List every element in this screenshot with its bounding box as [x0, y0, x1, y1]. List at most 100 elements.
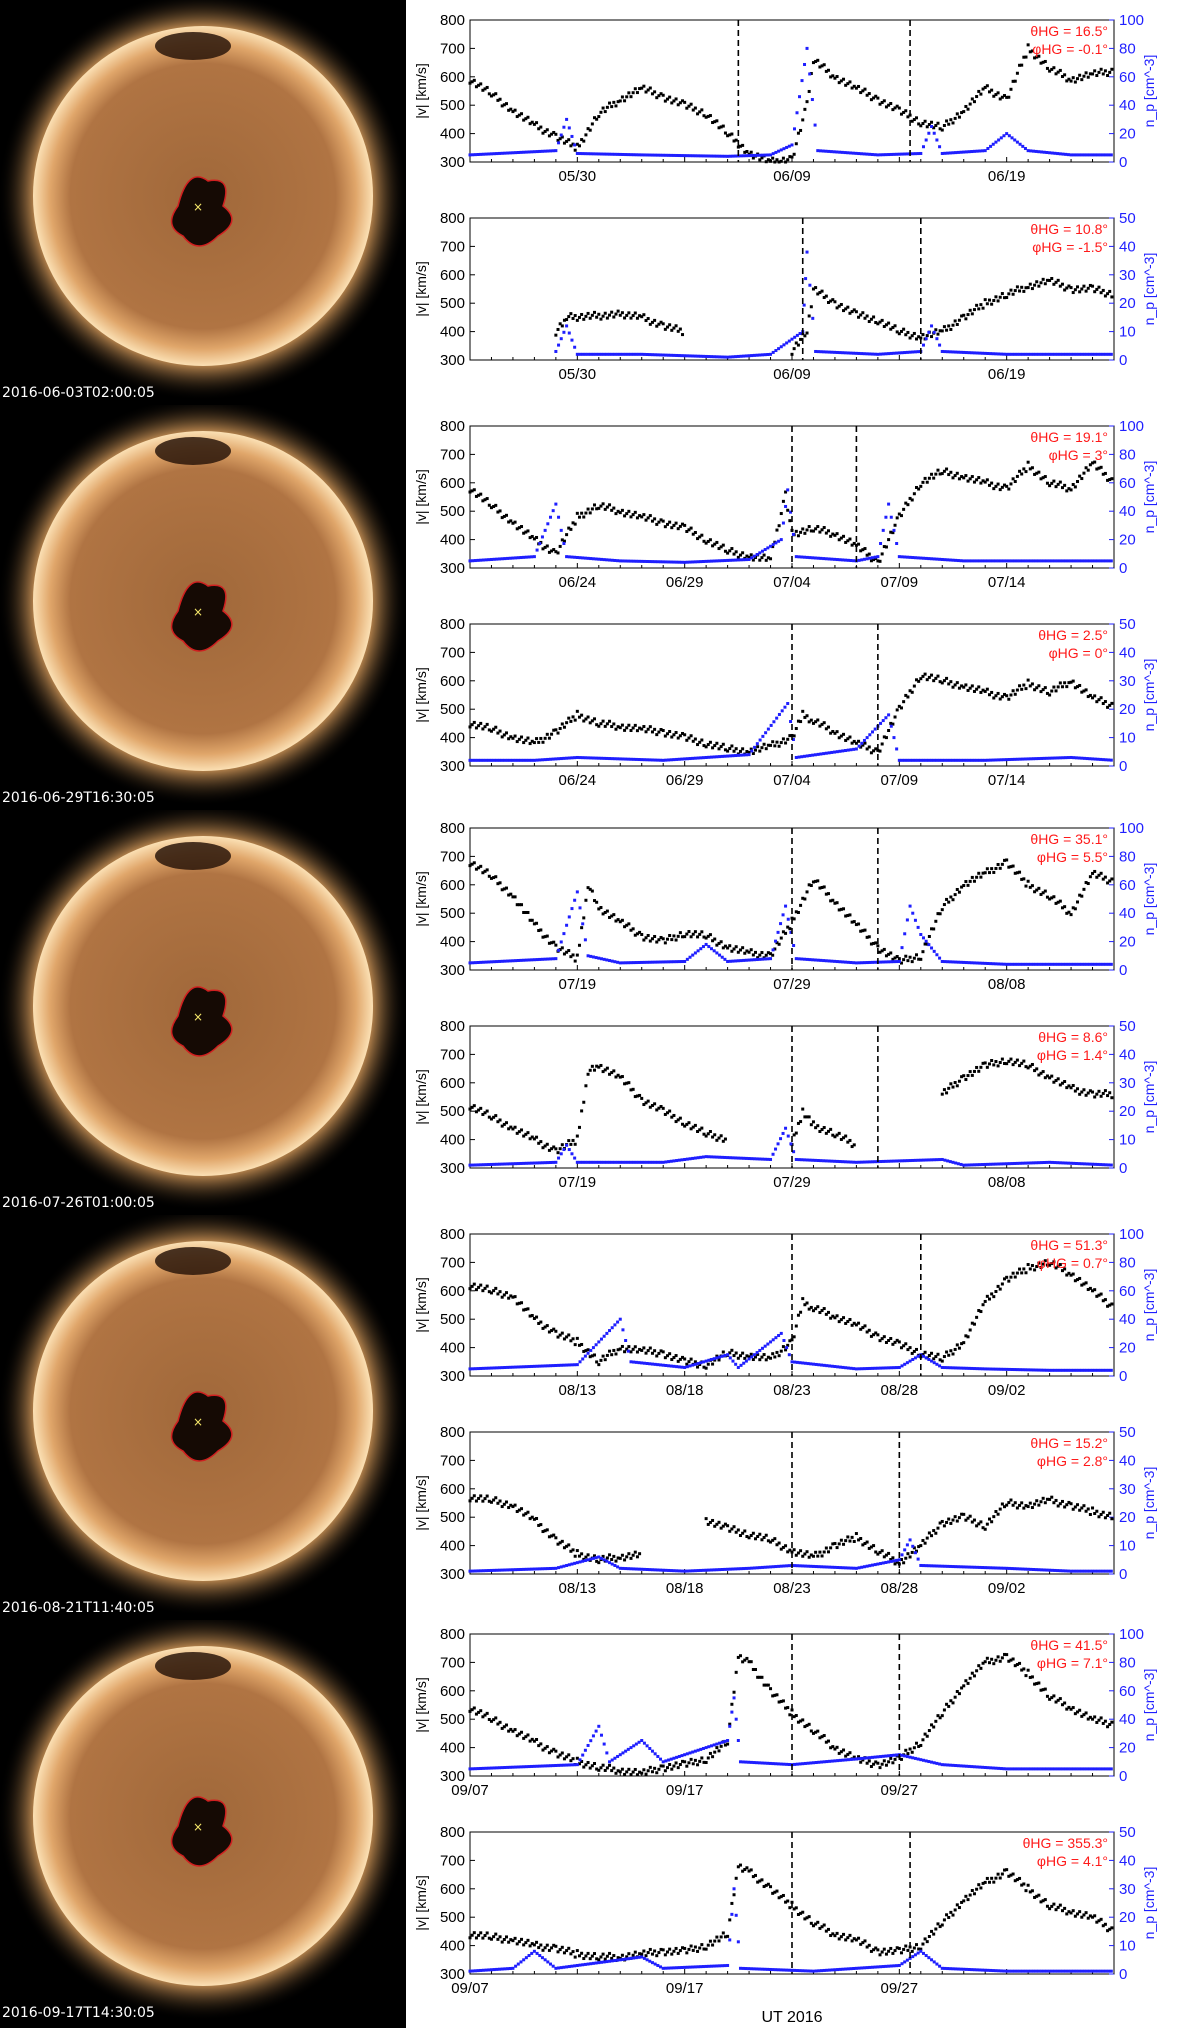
speed-point — [1063, 905, 1067, 909]
speed-point — [661, 937, 665, 941]
density-point — [734, 754, 738, 758]
density-point — [787, 144, 791, 148]
speed-point — [876, 1761, 880, 1765]
density-point — [1080, 559, 1084, 563]
speed-point — [921, 1353, 925, 1357]
speed-point — [693, 737, 697, 741]
speed-point — [975, 478, 979, 482]
density-point — [704, 1359, 708, 1363]
density-point — [793, 1564, 797, 1568]
density-point — [755, 958, 759, 962]
speed-point — [754, 950, 758, 954]
speed-point — [1060, 75, 1064, 79]
density-point — [1002, 758, 1006, 762]
speed-point — [665, 325, 669, 329]
speed-point — [826, 1129, 830, 1133]
speed-point — [816, 1305, 820, 1309]
density-point — [1107, 1163, 1111, 1167]
speed-point — [1039, 892, 1043, 896]
speed-point — [479, 864, 483, 868]
density-point — [567, 915, 571, 919]
speed-point — [1078, 1508, 1082, 1512]
density-point — [693, 756, 697, 760]
speed-point — [977, 1522, 981, 1526]
density-point — [1096, 962, 1100, 966]
y-tick-label: 400 — [440, 1340, 465, 1357]
speed-point — [942, 124, 946, 128]
speed-point — [1091, 284, 1095, 288]
density-point — [1053, 1568, 1057, 1572]
x-tick-label: 08/13 — [559, 1580, 597, 1597]
density-point — [538, 758, 542, 762]
speed-point — [1005, 1275, 1009, 1279]
density-point — [726, 1567, 730, 1571]
density-point — [1037, 559, 1041, 563]
density-point — [900, 1364, 904, 1368]
density-point — [1029, 352, 1033, 356]
density-point — [530, 958, 534, 962]
speed-point — [1000, 862, 1004, 866]
density-point — [935, 758, 939, 762]
density-point — [597, 352, 601, 356]
speed-point — [1003, 692, 1007, 696]
density-point — [736, 354, 740, 358]
density-point — [503, 1568, 507, 1572]
density-point — [602, 352, 606, 356]
speed-point — [494, 1716, 498, 1720]
density-point — [1032, 149, 1035, 153]
speed-point — [957, 1692, 961, 1696]
density-point — [1021, 757, 1025, 761]
density-point — [516, 959, 520, 963]
speed-point — [723, 748, 727, 752]
speed-point — [811, 1554, 815, 1558]
speed-point — [657, 938, 661, 942]
speed-point — [556, 138, 560, 142]
speed-point — [638, 1552, 642, 1556]
speed-point — [734, 1670, 738, 1674]
density-point — [650, 1362, 654, 1366]
density-point — [1026, 757, 1030, 761]
density-point — [570, 1363, 574, 1367]
speed-point — [917, 487, 921, 491]
speed-point — [1039, 1500, 1043, 1504]
speed-point — [983, 1527, 987, 1531]
speed-point — [992, 94, 996, 98]
speed-point — [1103, 294, 1107, 298]
speed-point — [910, 690, 914, 694]
speed-point — [951, 1352, 955, 1356]
density-point — [903, 1159, 907, 1163]
density-point — [747, 1566, 751, 1570]
speed-point — [975, 875, 979, 879]
speed-point — [979, 1065, 983, 1069]
density-point — [648, 758, 652, 762]
phi-label: φHG = 1.4° — [1037, 1047, 1108, 1063]
density-point — [774, 541, 778, 545]
density-point — [578, 1560, 582, 1564]
speed-point — [500, 1295, 504, 1299]
speed-point — [878, 1550, 882, 1554]
speed-point — [897, 332, 901, 336]
speed-point — [960, 111, 964, 115]
density-point — [940, 1157, 944, 1161]
density-point — [989, 758, 993, 762]
density-point — [1007, 1367, 1011, 1371]
speed-point — [1060, 685, 1064, 689]
density-point — [981, 559, 985, 563]
density-point — [779, 345, 783, 349]
density-point — [669, 560, 673, 564]
density-point — [1018, 1567, 1022, 1571]
speed-point — [915, 1741, 919, 1745]
speed-point — [485, 1711, 489, 1715]
speed-point — [1108, 70, 1112, 74]
density-point — [784, 504, 788, 508]
density-point — [629, 1567, 633, 1571]
density-point — [511, 758, 515, 762]
speed-point — [743, 1356, 747, 1360]
speed-point — [998, 697, 1002, 701]
speed-point — [487, 92, 491, 96]
speed-point — [848, 537, 852, 541]
speed-point — [732, 1690, 736, 1694]
density-point — [685, 957, 689, 961]
y2-tick-label: 80 — [1119, 1654, 1136, 1671]
density-point — [999, 962, 1003, 966]
